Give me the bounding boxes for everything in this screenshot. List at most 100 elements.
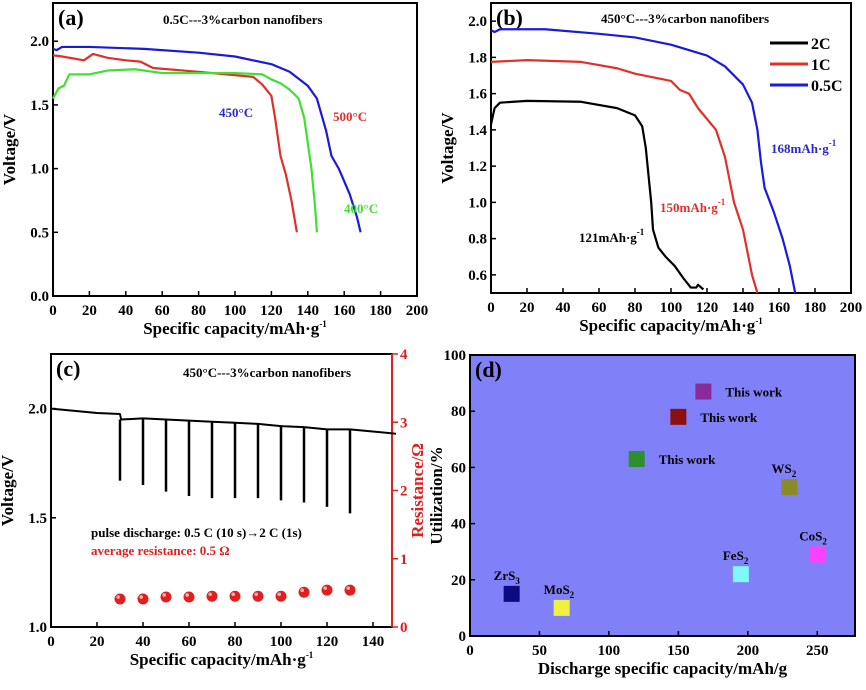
x-tick-label: 60 — [182, 634, 197, 650]
y-tick-label: 1.5 — [28, 511, 47, 527]
point-label: ZrS3 — [494, 568, 521, 586]
plot-background — [470, 355, 855, 636]
chart-title: 450°C---3%carbon nanofibers — [183, 365, 351, 380]
y-axis-label: Voltage/V — [0, 113, 19, 185]
x-tick-label: 160 — [768, 300, 791, 316]
legend-label: 0.5C — [811, 78, 843, 95]
x-tick-label: 100 — [270, 634, 293, 650]
x-tick-label: 120 — [696, 300, 719, 316]
resistance-point-highlight — [300, 588, 305, 592]
resistance-point-highlight — [116, 595, 120, 599]
resistance-point-highlight — [139, 595, 143, 599]
y-tick-label: 20 — [451, 573, 466, 589]
x-tick-label: 0 — [47, 634, 55, 650]
y-tick-label: 80 — [451, 404, 466, 420]
y-tick-label: 1.0 — [28, 620, 47, 636]
x-tick-label: 200 — [840, 300, 863, 316]
point-label: This work — [725, 385, 782, 400]
x-tick-label: 120 — [316, 634, 339, 650]
y2-tick-label: 3 — [400, 415, 408, 431]
y-tick-label: 1.2 — [468, 159, 487, 175]
x-tick-label: 80 — [228, 634, 243, 650]
point-label: FeS2 — [723, 548, 749, 566]
x-tick-label: 200 — [737, 643, 760, 659]
panel-d: 0 50 100 150 200 250 0 20 40 60 80 100 (d) Discharge … — [427, 348, 856, 678]
legend-label: 2C — [811, 36, 831, 53]
point-label: This work — [659, 452, 716, 467]
resistance-point-highlight — [277, 592, 282, 597]
annotation: average resistance: 0.5 Ω — [91, 543, 230, 558]
resistance-point-highlight — [323, 586, 328, 590]
x-tick-label: 120 — [260, 303, 283, 319]
y-tick-label: 0.0 — [30, 289, 49, 305]
series-line-0.5C — [490, 28, 797, 294]
x-tick-label: 80 — [628, 300, 643, 316]
x-tick-label: 40 — [136, 634, 151, 650]
point-label-text: WS — [771, 461, 791, 476]
point-label-subscript: 2 — [822, 537, 827, 547]
voltage-baseline — [50, 407, 397, 435]
resistance-point-highlight — [208, 592, 212, 597]
resistance-point-highlight — [346, 586, 351, 590]
resistance-point — [229, 590, 241, 602]
x-tick-label: 50 — [532, 643, 547, 659]
series-line-450°C — [52, 45, 362, 233]
resistance-point — [114, 593, 126, 605]
point-label-subscript: 3 — [515, 576, 520, 586]
capacity-annotation-text: 168mAh·g — [771, 141, 829, 156]
point-label-subscript: 2 — [570, 590, 575, 600]
y-tick-label: 60 — [451, 460, 466, 476]
x-tick-label: 20 — [82, 303, 97, 319]
panel-label: (b) — [496, 5, 523, 30]
chart-title: 0.5C---3%carbon nanofibers — [163, 12, 323, 27]
x-tick-label: 20 — [520, 300, 535, 316]
x-tick-label: 0 — [49, 303, 57, 319]
point-label: MoS2 — [544, 582, 575, 600]
capacity-annotation: 121mAh·g-1 — [579, 227, 645, 245]
plot-frame — [490, 2, 852, 294]
y-axis-label: Voltage/V — [0, 454, 17, 526]
x-tick-label: 140 — [297, 303, 320, 319]
y2-tick-label: 4 — [400, 347, 408, 363]
x-tick-label: 160 — [333, 303, 356, 319]
series-line-1C — [490, 58, 759, 294]
x-axis-label-text: Specific capacity/mAh·g — [143, 319, 320, 338]
annotation: pulse discharge: 0.5 C (10 s)→2 C (1s) — [91, 525, 302, 540]
point-label-subscript: 2 — [744, 556, 749, 566]
resistance-point — [183, 591, 195, 603]
y-axis-label: Voltage/V — [438, 112, 457, 184]
x-tick-label: 80 — [191, 303, 206, 319]
panel-label: (d) — [475, 357, 502, 382]
x-axis-label: Specific capacity/mAh·g-1 — [143, 319, 327, 338]
y-tick-label: 0.5 — [30, 225, 49, 241]
chart-title: 450°C---3%carbon nanofibers — [601, 11, 769, 26]
resistance-point-highlight — [162, 593, 166, 597]
resistance-point-highlight — [185, 593, 189, 597]
capacity-annotation-superscript: -1 — [829, 138, 837, 148]
y2-tick-label: 1 — [400, 552, 408, 568]
x-tick-label: 140 — [362, 634, 385, 650]
series-line-500°C — [52, 52, 298, 233]
y-axis-label: Utilization/% — [427, 446, 446, 544]
data-point — [732, 566, 749, 583]
plot-frame — [469, 354, 856, 637]
x-tick-label: 140 — [732, 300, 755, 316]
resistance-point — [137, 593, 149, 605]
capacity-annotation-text: 121mAh·g — [579, 230, 637, 245]
y-tick-label: 1.4 — [468, 123, 487, 139]
panel-b: 0 20 40 60 80 100 120 140 160 180 200 0.6 0.8 1.0 1.2 1… — [438, 2, 863, 335]
x-axis-label-superscript: -1 — [319, 319, 327, 329]
resistance-point — [160, 591, 172, 603]
y-tick-label: 40 — [451, 517, 466, 533]
panel-a: 0 20 40 60 80 100 120 140 160 180 200 0.0 0.5 1.0 1.5 2… — [0, 2, 428, 338]
x-axis-label-text: Specific capacity/mAh·g — [579, 316, 756, 335]
capacity-annotation-text: 150mAh·g — [660, 200, 718, 215]
y-tick-label: 1.0 — [468, 195, 487, 211]
panel-label: (c) — [56, 356, 80, 381]
capacity-annotation-superscript: -1 — [637, 227, 645, 237]
data-point — [781, 479, 798, 496]
y2-tick-label: 2 — [400, 484, 408, 500]
legend-label: 1C — [811, 57, 831, 74]
capacity-annotation-superscript: -1 — [718, 197, 726, 207]
